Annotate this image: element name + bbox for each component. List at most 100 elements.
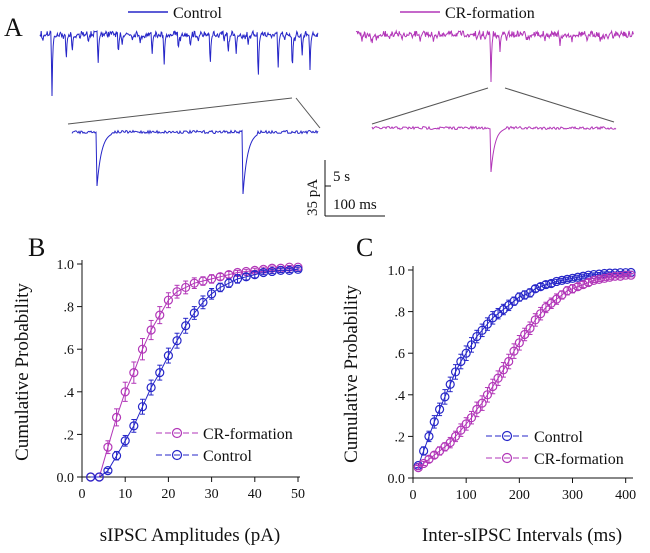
x-tick-label: 50 [291, 487, 305, 502]
cr-formation-trace-zoom [371, 125, 617, 173]
data-point [198, 276, 208, 286]
data-point [181, 321, 191, 331]
series-line [90, 266, 298, 478]
data-point [267, 266, 277, 277]
data-point [536, 282, 546, 292]
data-point [445, 438, 455, 448]
scale-label-amplitude: 35 pA [305, 179, 321, 216]
data-point [137, 344, 148, 354]
control-trace-long [39, 29, 319, 97]
data-point [434, 404, 445, 414]
data-point [621, 270, 631, 280]
data-point [450, 367, 461, 377]
data-point [514, 292, 524, 302]
data-point [424, 431, 434, 441]
y-tick-label: 1.0 [57, 258, 75, 273]
y-tick-label: .6 [395, 347, 406, 362]
panel-c-letter: C [356, 233, 373, 262]
x-tick-label: 0 [410, 488, 417, 503]
panel-c-series [413, 267, 636, 473]
legend-c-cr-label: CR-formation [534, 451, 624, 468]
series-cr-formation [413, 270, 636, 473]
data-point [472, 404, 482, 414]
x-tick-label: 100 [456, 488, 477, 503]
zoom-guide-control-left [67, 97, 293, 125]
data-point [137, 402, 148, 412]
data-point [477, 398, 487, 408]
data-point [440, 392, 450, 402]
x-tick-label: 400 [615, 488, 636, 503]
data-point [562, 274, 572, 284]
data-point [493, 373, 503, 383]
control-trace-zoom-path [71, 129, 319, 195]
data-point [284, 265, 294, 275]
data-point [293, 264, 303, 274]
data-point [567, 273, 578, 283]
data-point [562, 286, 572, 296]
panel-c-ylabel: Cumulative Probability [341, 285, 362, 463]
x-tick-label: 0 [79, 487, 86, 502]
data-point [232, 274, 243, 284]
data-point [525, 323, 535, 333]
panel-c-axes: 0.0 .2 .4 .6 .8 1.0 0 100 200 300 400 [388, 264, 637, 503]
cr-formation-trace-long [355, 29, 634, 83]
data-point [498, 365, 508, 375]
data-point [610, 271, 620, 281]
data-point [172, 336, 182, 346]
data-point [86, 472, 96, 482]
legend-a-control-label: Control [173, 5, 222, 22]
series-cr-formation [86, 262, 303, 482]
data-point [215, 272, 225, 282]
data-point [224, 278, 234, 288]
data-point [120, 436, 130, 446]
cr-formation-trace-zoom-path [371, 125, 617, 173]
data-point [146, 382, 156, 393]
series-line [90, 268, 299, 478]
data-point [163, 295, 173, 305]
data-point [181, 282, 191, 293]
y-tick-label: .4 [395, 389, 406, 404]
data-point [626, 270, 636, 280]
panel-a: A Control CR-formation 35 pA 5 s 100 ms [4, 5, 634, 217]
data-point [589, 275, 599, 285]
data-point [578, 279, 588, 290]
data-point [536, 309, 546, 319]
data-point [504, 356, 514, 367]
data-point [514, 338, 524, 348]
panel-c-legend: Control CR-formation [486, 429, 624, 468]
data-point [120, 387, 130, 397]
data-point [103, 466, 113, 476]
data-point [207, 274, 217, 284]
legend-b-cr-label: CR-formation [203, 426, 293, 443]
y-tick-label: .8 [64, 301, 75, 316]
series-control [86, 264, 303, 482]
data-point [488, 381, 498, 392]
data-point [615, 271, 625, 281]
legend-c-cr-marker [501, 452, 513, 464]
data-point [466, 340, 477, 350]
control-trace-zoom [71, 129, 319, 195]
y-tick-label: .2 [64, 428, 75, 443]
data-point [530, 284, 540, 294]
data-point [573, 272, 583, 282]
y-tick-label: .8 [395, 306, 406, 321]
x-tick-label: 200 [509, 488, 530, 503]
legend-c-control-marker [501, 430, 513, 442]
data-point [189, 308, 199, 318]
data-point [573, 282, 583, 292]
control-trace-long-path [39, 29, 319, 97]
scale-label-fast-time: 100 ms [333, 197, 377, 213]
data-point [520, 290, 530, 300]
x-tick-label: 20 [161, 487, 175, 502]
zoom-guide-cr-left [371, 87, 489, 125]
data-point [456, 356, 466, 367]
data-point [215, 282, 225, 293]
data-point [103, 442, 113, 452]
data-point [567, 284, 578, 294]
x-tick-label: 10 [118, 487, 132, 502]
data-point [189, 278, 199, 288]
data-point [172, 287, 182, 297]
data-point [163, 350, 173, 361]
data-point [466, 413, 477, 423]
